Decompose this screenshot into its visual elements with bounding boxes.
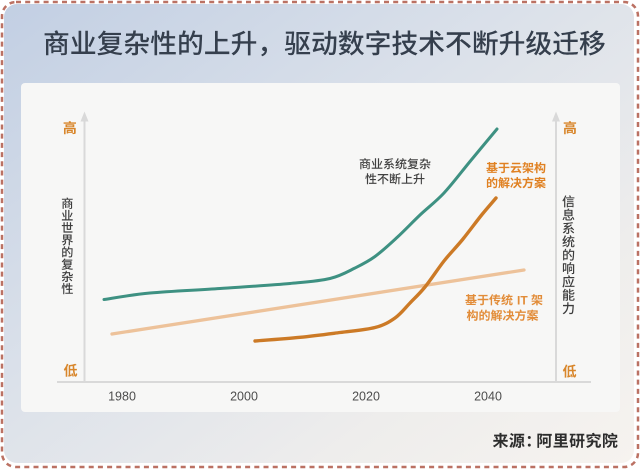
svg-text:IT: IT [517, 293, 528, 307]
svg-text:1980: 1980 [108, 390, 136, 404]
svg-text:2020: 2020 [352, 390, 380, 404]
svg-text:2000: 2000 [230, 390, 258, 404]
svg-text:2040: 2040 [474, 390, 502, 404]
